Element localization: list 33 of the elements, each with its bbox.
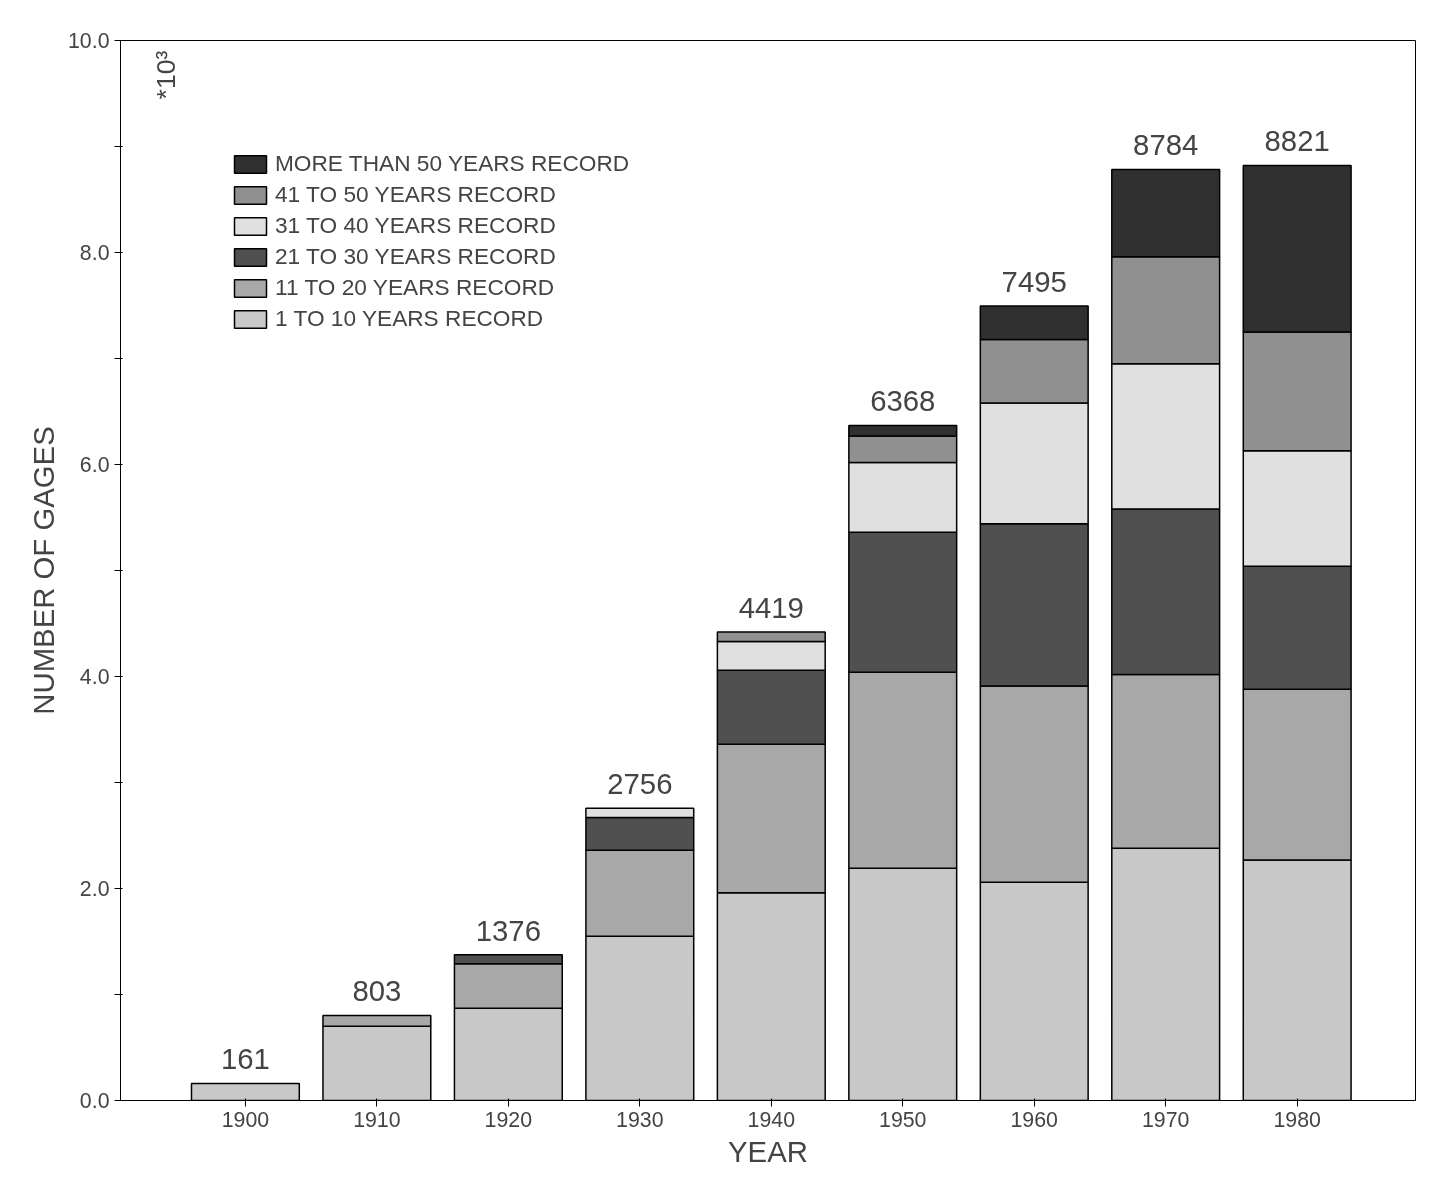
legend-label: 21 TO 30 YEARS RECORD xyxy=(275,243,556,270)
total-label: 1376 xyxy=(475,913,541,947)
y-tick-label: 8.0 xyxy=(79,241,110,265)
x-tick-label: 1950 xyxy=(879,1107,927,1132)
total-label: 803 xyxy=(352,974,402,1008)
legend-label: 11 TO 20 YEARS RECORD xyxy=(275,274,555,301)
legend-label: 1 TO 10 YEARS RECORD xyxy=(275,305,544,332)
y-tick-label: 10.0 xyxy=(67,29,110,53)
annotation: *10³ xyxy=(150,50,181,100)
x-axis-title: YEAR xyxy=(728,1134,808,1168)
total-label: 2756 xyxy=(607,767,673,801)
total-label: 161 xyxy=(220,1042,270,1076)
legend-label: 31 TO 40 YEARS RECORD xyxy=(275,212,556,239)
x-tick-label: 1920 xyxy=(484,1107,533,1132)
total-label: 6368 xyxy=(870,384,936,418)
total-label: 8784 xyxy=(1133,128,1199,162)
x-tick-label: 1900 xyxy=(221,1107,270,1132)
legend-label: 41 TO 50 YEARS RECORD xyxy=(275,181,556,208)
x-tick-label: 1960 xyxy=(1010,1107,1059,1132)
x-tick-label: 1930 xyxy=(616,1107,664,1132)
x-tick-label: 1970 xyxy=(1141,1107,1190,1132)
total-label: 7495 xyxy=(1001,265,1067,299)
y-tick-label: 6.0 xyxy=(79,453,110,477)
x-tick-label: 1910 xyxy=(353,1107,401,1132)
y-axis-title: NUMBER OF GAGES xyxy=(26,426,60,715)
legend-label: MORE THAN 50 YEARS RECORD xyxy=(275,150,630,177)
y-tick-label: 0.0 xyxy=(79,1089,110,1113)
y-tick-label: 4.0 xyxy=(79,665,110,689)
y-tick-label: 2.0 xyxy=(79,877,110,901)
total-label: 8821 xyxy=(1264,124,1330,158)
x-tick-label: 1980 xyxy=(1273,1107,1322,1132)
total-label: 4419 xyxy=(738,591,804,625)
x-tick-label: 1940 xyxy=(747,1107,796,1132)
